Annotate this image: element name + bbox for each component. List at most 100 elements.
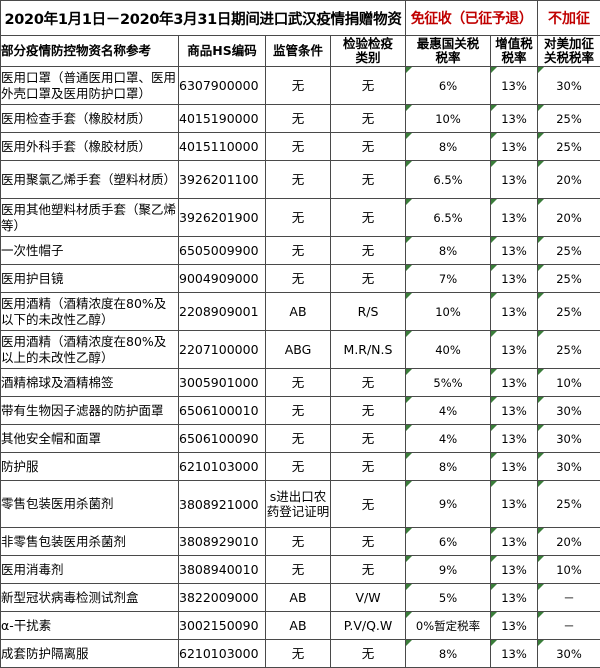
cell-hs-code: 2207100000	[179, 331, 266, 369]
cell-goods-name: 带有生物因子滤器的防护面罩	[1, 397, 179, 425]
cell-vat-rate: 13%	[491, 369, 538, 397]
column-header-row: 部分疫情防控物资名称参考 商品HS编码 监管条件 检验检疫 类别 最惠国关税 税…	[1, 36, 600, 67]
table-header: 2020年1月1日－2020年3月31日期间进口武汉疫情捐赠物资 免征收（已征予…	[1, 1, 600, 67]
cell-quarantine: 无	[331, 369, 406, 397]
vat-header-line-2: 税率	[491, 51, 537, 65]
cell-vat-rate: 13%	[491, 453, 538, 481]
cell-hs-code: 6210103000	[179, 453, 266, 481]
cell-quarantine: P.V/Q.W	[331, 612, 406, 640]
cell-goods-name: 一次性帽子	[1, 237, 179, 265]
cell-supervision: 无	[266, 199, 331, 237]
cell-vat-rate: 13%	[491, 133, 538, 161]
cell-mfn-rate: 6%	[406, 67, 491, 105]
cell-quarantine: 无	[331, 528, 406, 556]
cell-hs-code: 3822009000	[179, 584, 266, 612]
cell-goods-name: 零售包装医用杀菌剂	[1, 481, 179, 528]
cell-mfn-rate: 5%%	[406, 369, 491, 397]
cell-supervision: AB	[266, 584, 331, 612]
cell-mfn-rate: 4%	[406, 397, 491, 425]
cell-mfn-rate: 6%	[406, 528, 491, 556]
cell-mfn-rate: 7%	[406, 265, 491, 293]
cell-supervision: 无	[266, 161, 331, 199]
cell-supervision: 无	[266, 265, 331, 293]
cell-supervision: 无	[266, 67, 331, 105]
cell-hs-code: 3926201900	[179, 199, 266, 237]
cell-goods-name: 成套防护隔离服	[1, 640, 179, 668]
cell-goods-name: 医用检查手套（橡胶材质）	[1, 105, 179, 133]
cell-vat-rate: 13%	[491, 265, 538, 293]
cell-vat-rate: 13%	[491, 584, 538, 612]
cell-mfn-rate: 8%	[406, 237, 491, 265]
cell-vat-rate: 13%	[491, 640, 538, 668]
cell-us-tariff: 30%	[538, 425, 600, 453]
cell-mfn-rate: 5%	[406, 584, 491, 612]
cell-hs-code: 3926201100	[179, 161, 266, 199]
cell-supervision: 无	[266, 528, 331, 556]
cell-us-tariff: 20%	[538, 528, 600, 556]
cell-hs-code: 6506100010	[179, 397, 266, 425]
cell-quarantine: 无	[331, 67, 406, 105]
cell-hs-code: 2208909001	[179, 293, 266, 331]
cell-us-tariff: 10%	[538, 369, 600, 397]
cell-us-tariff: 25%	[538, 331, 600, 369]
cell-vat-rate: 13%	[491, 293, 538, 331]
cell-us-tariff: －	[538, 584, 600, 612]
cell-vat-rate: 13%	[491, 481, 538, 528]
cell-mfn-rate: 10%	[406, 293, 491, 331]
cell-hs-code: 3808921000	[179, 481, 266, 528]
cell-quarantine: M.R/N.S	[331, 331, 406, 369]
cell-vat-rate: 13%	[491, 199, 538, 237]
cell-mfn-rate: 8%	[406, 640, 491, 668]
cell-goods-name: 新型冠状病毒检测试剂盒	[1, 584, 179, 612]
cell-vat-rate: 13%	[491, 67, 538, 105]
column-header-vat-rate: 增值税 税率	[491, 36, 538, 67]
cell-goods-name: α-干扰素	[1, 612, 179, 640]
cell-us-tariff: 25%	[538, 105, 600, 133]
cell-supervision: 无	[266, 397, 331, 425]
cell-goods-name: 医用聚氯乙烯手套（塑料材质）	[1, 161, 179, 199]
cell-us-tariff: 30%	[538, 453, 600, 481]
cell-us-tariff: 30%	[538, 67, 600, 105]
cell-mfn-rate: 4%	[406, 425, 491, 453]
cell-us-tariff: 25%	[538, 133, 600, 161]
cell-vat-rate: 13%	[491, 161, 538, 199]
cell-quarantine: R/S	[331, 293, 406, 331]
cell-goods-name: 非零售包装医用杀菌剂	[1, 528, 179, 556]
cell-us-tariff: 25%	[538, 293, 600, 331]
cell-hs-code: 4015190000	[179, 105, 266, 133]
column-header-supervision: 监管条件	[266, 36, 331, 67]
cell-goods-name: 医用消毒剂	[1, 556, 179, 584]
no-surcharge-banner: 不加征	[538, 1, 600, 36]
exempt-banner: 免征收（已征予退）	[406, 1, 538, 36]
cell-hs-code: 6210103000	[179, 640, 266, 668]
cell-us-tariff: 25%	[538, 237, 600, 265]
page-title: 2020年1月1日－2020年3月31日期间进口武汉疫情捐赠物资	[1, 1, 406, 36]
cell-mfn-rate: 40%	[406, 331, 491, 369]
cell-goods-name: 其他安全帽和面罩	[1, 425, 179, 453]
cell-supervision: 无	[266, 369, 331, 397]
cell-mfn-rate: 6.5%	[406, 199, 491, 237]
cell-hs-code: 6505009900	[179, 237, 266, 265]
cell-vat-rate: 13%	[491, 528, 538, 556]
cell-goods-name: 医用外科手套（橡胶材质）	[1, 133, 179, 161]
cell-hs-code: 4015110000	[179, 133, 266, 161]
cell-quarantine: 无	[331, 237, 406, 265]
cell-us-tariff: 25%	[538, 265, 600, 293]
cell-quarantine: 无	[331, 161, 406, 199]
cell-us-tariff: 20%	[538, 199, 600, 237]
cell-quarantine: 无	[331, 199, 406, 237]
cell-quarantine: 无	[331, 105, 406, 133]
cell-vat-rate: 13%	[491, 556, 538, 584]
cell-goods-name: 医用酒精（酒精浓度在80%及以上的未改性乙醇）	[1, 331, 179, 369]
quarantine-header-line-1: 检验检疫	[331, 37, 405, 51]
quarantine-header-line-2: 类别	[331, 51, 405, 65]
cell-supervision: ABG	[266, 331, 331, 369]
